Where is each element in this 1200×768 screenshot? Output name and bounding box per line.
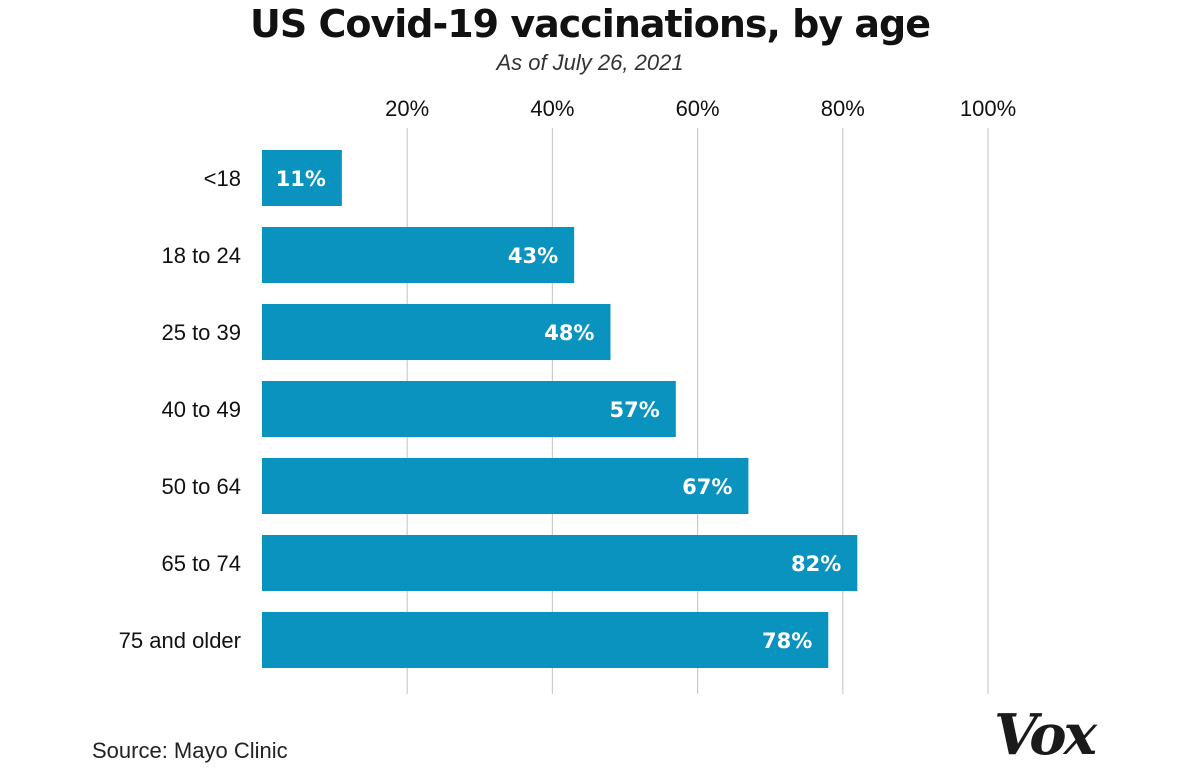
x-tick-label-60: 60%: [676, 96, 720, 121]
bar-2: [262, 304, 611, 360]
category-label-3: 40 to 49: [161, 397, 241, 422]
data-label-0: 11%: [276, 167, 326, 191]
category-label-6: 75 and older: [119, 628, 241, 653]
x-tick-label-20: 20%: [385, 96, 429, 121]
bar-3: [262, 381, 676, 437]
x-axis-ticks: 20% 40% 60% 80% 100%: [385, 96, 1016, 121]
data-label-4: 67%: [682, 475, 732, 499]
data-label-2: 48%: [544, 321, 594, 345]
data-label-3: 57%: [610, 398, 660, 422]
category-label-4: 50 to 64: [161, 474, 241, 499]
x-tick-label-80: 80%: [821, 96, 865, 121]
bar-5: [262, 535, 858, 591]
x-tick-label-40: 40%: [530, 96, 574, 121]
category-label-5: 65 to 74: [161, 551, 241, 576]
bar-4: [262, 458, 749, 514]
bar-6: [262, 612, 829, 668]
source-note: Source: Mayo Clinic: [92, 738, 288, 763]
chart-subtitle: As of July 26, 2021: [496, 50, 684, 75]
category-label-2: 25 to 39: [161, 320, 241, 345]
bar-1: [262, 227, 575, 283]
data-label-6: 78%: [762, 629, 812, 653]
x-tick-label-100: 100%: [960, 96, 1016, 121]
category-label-0: <18: [204, 166, 241, 191]
category-label-1: 18 to 24: [161, 243, 241, 268]
data-label-5: 82%: [791, 552, 841, 576]
bars: [262, 150, 858, 668]
category-labels: <18 18 to 24 25 to 39 40 to 49 50 to 64 65 to…: [119, 166, 241, 653]
chart-title: US Covid-19 vaccinations, by age: [250, 2, 931, 46]
vox-logo: Vox: [994, 702, 1097, 768]
data-label-1: 43%: [508, 244, 558, 268]
bar-0: [262, 150, 342, 206]
data-labels: 11% 43% 48% 57% 67% 82% 78%: [276, 167, 842, 653]
